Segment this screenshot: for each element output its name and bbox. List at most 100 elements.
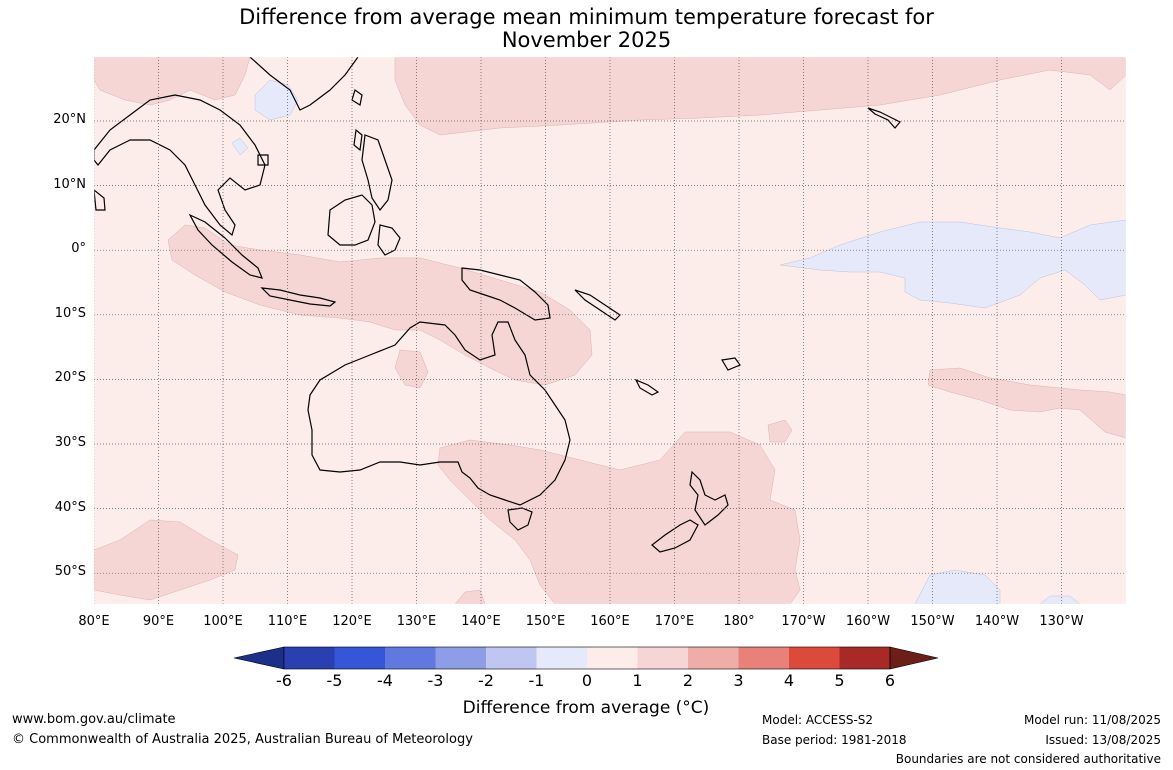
longitude-label: 160°W (845, 614, 891, 629)
longitude-label: 100°E (203, 614, 243, 629)
colorbar-tick-label: -3 (427, 671, 444, 690)
warm-region-south-china (94, 57, 251, 106)
colorbar-title: Difference from average (°C) (462, 698, 710, 718)
hainan-outline (257, 154, 269, 166)
cool-region-southern-ocean-east (1039, 595, 1081, 604)
map-area (94, 57, 1126, 604)
latitude-label: 10°S (54, 305, 86, 321)
model-run-date: Model run: 11/08/2025 (1023, 713, 1161, 727)
longitude-label: 170°E (654, 614, 695, 629)
colorbar-tick-label: -5 (326, 671, 343, 690)
colorbar-segment (637, 647, 688, 669)
latitude-label: 50°S (54, 564, 86, 580)
disclaimer: Boundaries are not considered authoritat… (895, 752, 1161, 766)
colorbar-border (283, 646, 891, 670)
colorbar-segment (587, 647, 638, 669)
colorbar-tick-label: 3 (733, 671, 744, 690)
borneo-outline (327, 194, 376, 246)
solomon-islands-outline (574, 289, 621, 321)
longitude-label: 140°W (974, 614, 1020, 629)
new-zealand-south (651, 519, 699, 553)
warm-region-north-pacific (394, 57, 1126, 136)
cool-anomaly-regions (231, 79, 1126, 604)
latitude-label: 40°S (54, 499, 86, 515)
issued-date: Issued: 13/08/2025 (1045, 733, 1161, 747)
colorbar-tick-label: -2 (478, 671, 494, 690)
cool-region-south-island (231, 137, 249, 156)
warm-region-tasman (437, 431, 801, 604)
colorbar-segment (334, 647, 385, 669)
taiwan-outline (353, 128, 363, 152)
latitude-label: 30°S (54, 435, 86, 450)
colorbar-segment (789, 647, 840, 669)
fiji-outline (721, 357, 741, 371)
colorbar-segment (536, 647, 587, 669)
longitude-label: 120°E (332, 614, 372, 629)
longitude-label: 160°E (590, 614, 630, 629)
longitude-label: 130°E (396, 614, 437, 629)
colorbar-tick-label: 6 (884, 671, 896, 690)
colorbar-tick-label: 2 (682, 671, 694, 690)
longitude-label: 130°W (1039, 614, 1084, 629)
colorbar-segment (435, 647, 486, 669)
colorbar-segment (284, 647, 335, 669)
longitude-label: 110°E (267, 614, 308, 629)
new-guinea-outline (461, 267, 551, 321)
colorbar-segment (688, 647, 739, 669)
warm-region-east-island (767, 419, 793, 443)
cool-region-central-pacific (779, 219, 1126, 309)
colorbar-tick-label: 1 (632, 671, 643, 690)
longitude-label: 150°E (525, 614, 566, 629)
warm-anomaly-regions (94, 57, 1126, 604)
philippines-outline (361, 134, 393, 212)
colorbar-tick-label: -1 (528, 671, 545, 690)
colorbar-tick-label: -6 (276, 671, 292, 690)
warm-region-nw-australia (394, 349, 429, 389)
website-link[interactable]: www.bom.gov.au/climate (12, 712, 176, 727)
java-outline (260, 287, 337, 307)
sri-lanka-outline (94, 189, 106, 211)
colorbar-segment (385, 647, 436, 669)
grid-lines (94, 57, 1126, 604)
new-caledonia-outline (634, 378, 660, 396)
copyright-text: © Commonwealth of Australia 2025, Austra… (12, 732, 473, 747)
longitude-label: 170°W (781, 614, 826, 629)
latitude-label: 20°N (53, 112, 86, 127)
sumatra-outline (188, 213, 263, 279)
colorbar-extend-high (889, 646, 939, 670)
colorbar-segment (486, 647, 537, 669)
colorbar-tick-label: 0 (581, 671, 593, 690)
model-name: Model: ACCESS-S2 (762, 713, 874, 727)
warm-region-south-pacific-east (927, 367, 1126, 439)
longitude-label: 180° (723, 614, 755, 629)
australia-outline (307, 321, 571, 506)
coastlines (94, 57, 901, 553)
longitude-label: 150°W (910, 614, 955, 629)
warm-region-indonesia (167, 224, 593, 386)
japan-outline (351, 89, 363, 106)
china-coast (249, 57, 359, 111)
hawaii-outline (867, 107, 901, 129)
latitude-label: 20°S (54, 370, 86, 386)
colorbar-segment (839, 647, 890, 669)
warm-region-southwest-indian (94, 519, 239, 601)
indochina-outline (94, 94, 266, 237)
tasmania-outline (507, 507, 533, 531)
colorbar-tick-label: 5 (834, 671, 845, 690)
longitude-label: 140°E (461, 614, 501, 629)
latitude-label: 10°N (53, 176, 86, 192)
longitude-label: 80°E (78, 614, 110, 629)
colorbar-extend-low (233, 646, 285, 670)
map-title-line1: Difference from average mean minimum tem… (239, 5, 934, 29)
cool-region-southern-ocean (914, 569, 1001, 604)
colorbar-tick-label: 4 (783, 671, 795, 690)
colorbar-segment (738, 647, 789, 669)
new-zealand-north (689, 470, 729, 526)
colorbar (233, 646, 939, 670)
latitude-label: 0° (71, 241, 86, 257)
longitude-label: 90°E (142, 614, 175, 629)
map-title-line2: November 2025 (501, 28, 672, 52)
warm-region-south-bottom (454, 589, 486, 604)
base-period: Base period: 1981-2018 (762, 733, 907, 747)
